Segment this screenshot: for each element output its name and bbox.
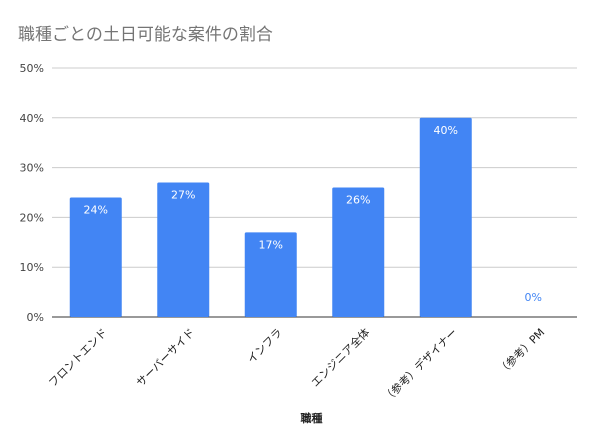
bar[interactable] [419,117,472,317]
bar-value-label: 17% [259,238,283,251]
bar-value-label: 24% [84,203,108,216]
y-tick-label: 30% [20,162,44,175]
x-axis-title: 職種 [301,411,323,425]
bar[interactable] [244,232,297,317]
bar[interactable] [157,182,210,317]
bar-value-label: 40% [434,124,458,137]
y-tick-label: 0% [27,311,44,324]
y-tick-label: 40% [20,112,44,125]
bar[interactable] [69,197,122,317]
bar-value-label: 0% [525,291,542,304]
bar-value-label: 26% [346,194,370,207]
x-tick-label: （参考）デザイナー [380,325,460,405]
bar-value-label: 27% [171,189,195,202]
chart-title: 職種ごとの土日可能な案件の割合 [18,25,273,45]
x-tick-label: フロントエンド [46,326,110,390]
bar[interactable] [332,187,385,317]
x-tick-label: サーバーサイド [134,326,197,389]
y-tick-label: 10% [20,261,44,274]
y-tick-label: 50% [20,62,44,75]
x-tick-label: インフラ [245,326,285,366]
x-tick-label: エンジニア全体 [308,325,372,389]
y-tick-label: 20% [20,211,44,224]
x-tick-label: （参考）PM [495,325,547,377]
